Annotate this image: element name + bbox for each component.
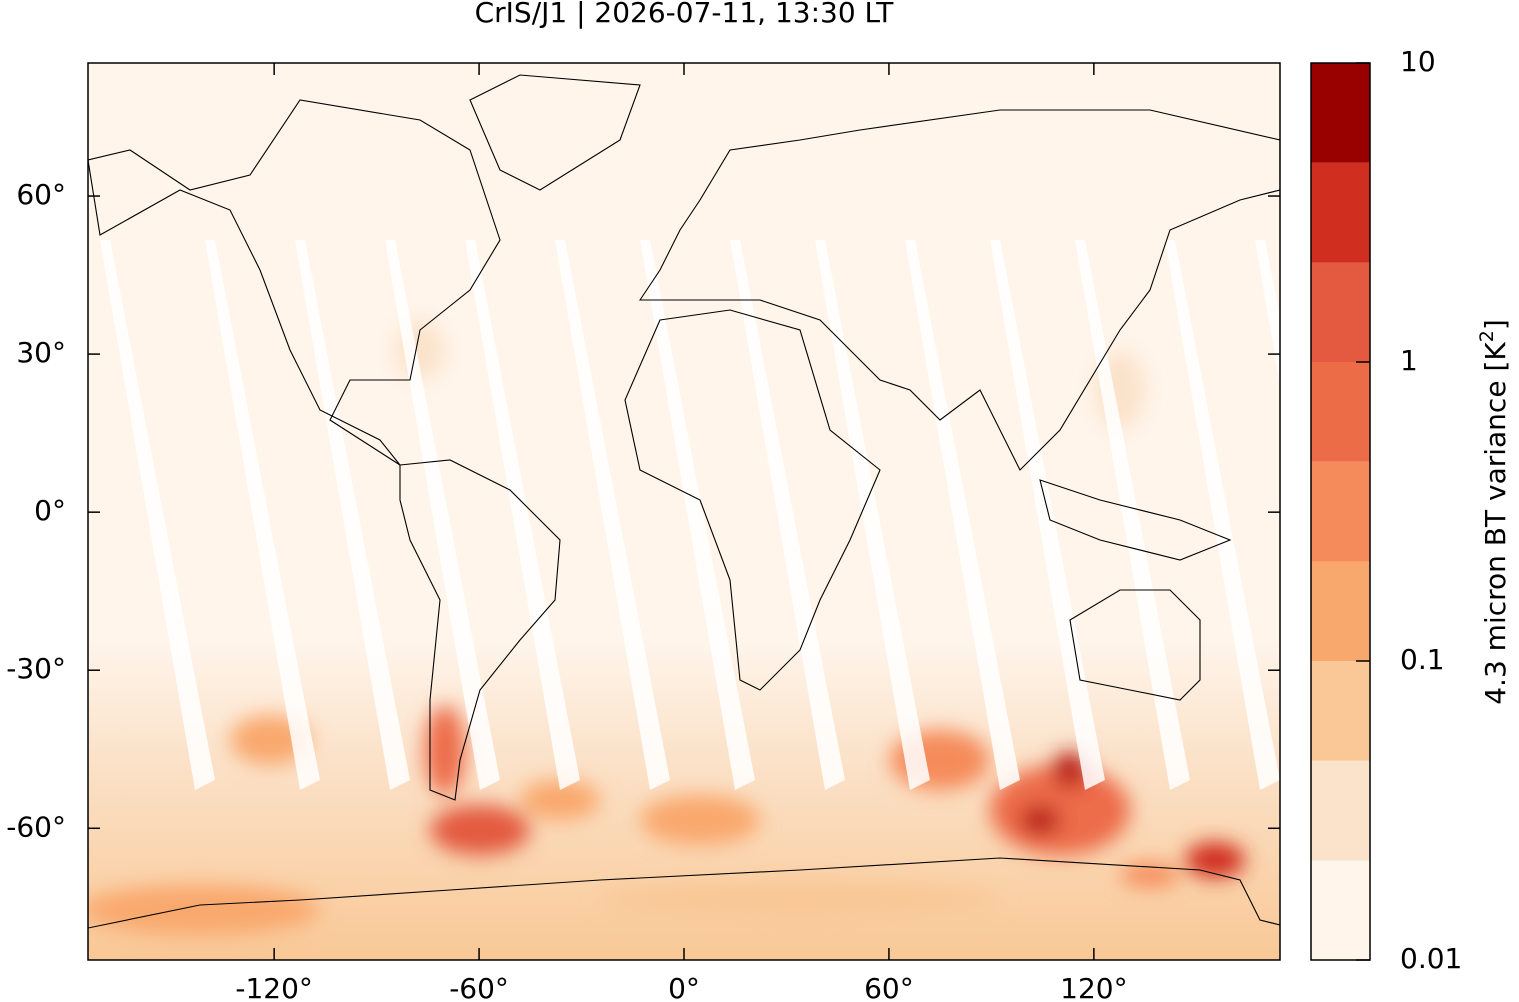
x-tick-label: -120°	[235, 972, 313, 1002]
swath-gaps	[100, 240, 1280, 790]
swath-gap	[730, 240, 845, 790]
y-tick-label: -60°	[6, 810, 66, 843]
swath-gap	[815, 240, 930, 790]
colorbar-tick-label: 10	[1400, 45, 1436, 78]
y-tick-label: 60°	[16, 178, 66, 211]
x-tick-label: 60°	[864, 972, 914, 1002]
colorbar-label: 4.3 micron BT variance [K2]	[1476, 319, 1513, 705]
x-tick-label: -60°	[449, 972, 509, 1002]
colorbar-band	[1311, 461, 1370, 562]
swath-gap	[295, 240, 410, 790]
swath-gap	[1255, 240, 1280, 385]
swath-gap	[1075, 240, 1190, 790]
swath-gap	[205, 240, 320, 790]
map-field	[88, 63, 1280, 960]
colorbar-band	[1311, 262, 1370, 362]
swath-gap	[385, 240, 500, 790]
swath-gap	[465, 240, 580, 790]
y-tick-label: -30°	[6, 652, 66, 685]
swath-gap	[1165, 240, 1280, 790]
colorbar-tick-label: 0.01	[1400, 942, 1462, 975]
colorbar-tick-label: 1	[1400, 344, 1418, 377]
colorbar-band	[1311, 760, 1370, 861]
colorbar-band	[1311, 63, 1370, 163]
colorbar-band	[1311, 162, 1370, 263]
colorbar-band	[1311, 661, 1370, 761]
colorbar-label-text: 4.3 micron BT variance [K	[1479, 342, 1512, 705]
swath-gap	[555, 240, 670, 790]
colorbar-label-sup: 2	[1476, 330, 1498, 342]
colorbar-band	[1311, 860, 1370, 960]
swath-gap	[990, 240, 1105, 790]
swath-gap	[100, 240, 215, 790]
swath-gap	[640, 240, 755, 790]
colorbar-frame	[1310, 62, 1371, 961]
colorbar-band	[1311, 362, 1370, 462]
swath-gap	[905, 240, 1020, 790]
colorbar-band	[1311, 561, 1370, 661]
x-tick-label: 120°	[1060, 972, 1127, 1002]
colorbar: 0.01 0.1 1 10	[1310, 45, 1462, 975]
y-tick-label: 30°	[16, 336, 66, 369]
x-tick-label: 0°	[668, 972, 700, 1002]
axes: -120° -60° 0° 60° 120° 60° 30° 0° -30° -60°	[6, 63, 1280, 1002]
colorbar-label-suffix: ]	[1479, 319, 1512, 330]
y-tick-label: 0°	[34, 494, 66, 527]
coastlines	[88, 74, 1280, 929]
colorbar-tick-label: 0.1	[1400, 643, 1445, 676]
chart-title: CrIS/J1 | 2026-07-11, 13:30 LT	[475, 0, 895, 29]
